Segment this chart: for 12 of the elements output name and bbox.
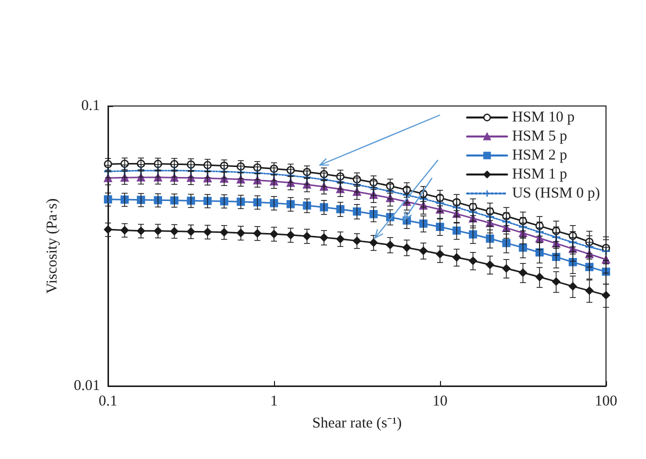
legend-label: HSM 5 p <box>512 128 568 144</box>
legend-label: HSM 1 p <box>512 166 568 182</box>
y-axis-title: Viscosity (Pa·s) <box>44 198 60 294</box>
y-tick-label: 0.01 <box>74 378 100 394</box>
legend-label: HSM 10 p <box>512 110 575 126</box>
legend-label: HSM 2 p <box>512 148 568 164</box>
x-axis-title: Shear rate (s⁻¹) <box>312 416 402 432</box>
x-tick-label: 0.1 <box>98 394 118 410</box>
x-tick-label: 10 <box>432 394 448 410</box>
x-tick-label: 100 <box>594 394 618 410</box>
legend-label: US (HSM 0 p) <box>512 186 600 202</box>
x-tick-label: 1 <box>270 394 278 410</box>
